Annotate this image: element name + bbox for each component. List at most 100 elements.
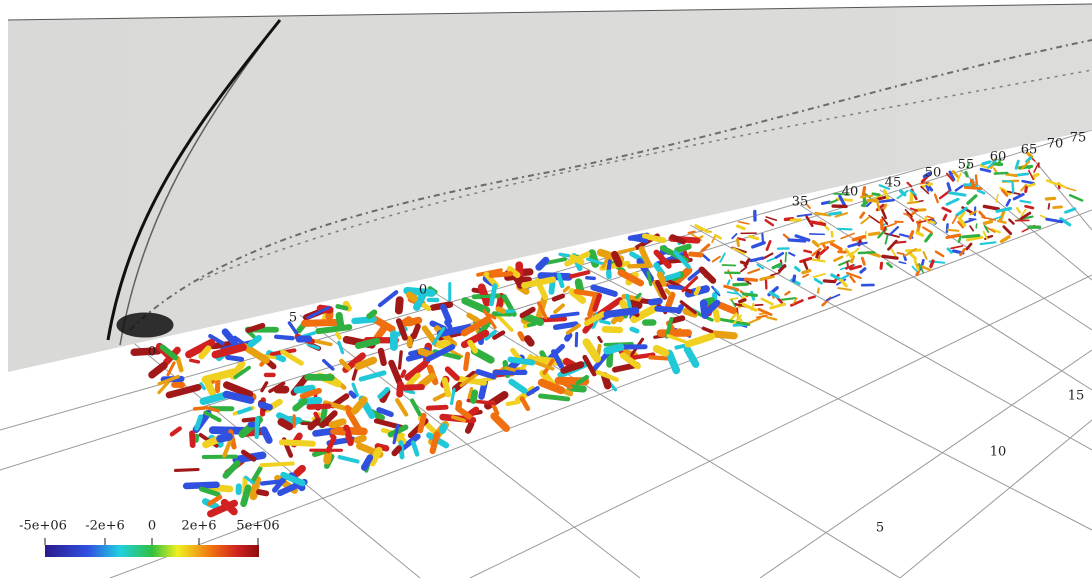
vortex	[669, 315, 686, 324]
vortex	[583, 311, 606, 327]
vortex	[348, 390, 357, 399]
vortex	[837, 250, 847, 254]
vortex	[911, 265, 918, 272]
vortex	[999, 186, 1012, 196]
vortex	[744, 277, 759, 282]
vortex	[617, 247, 637, 254]
vortex	[507, 356, 536, 366]
vortex	[306, 342, 320, 350]
vortex	[1027, 169, 1035, 181]
vortex	[311, 448, 328, 458]
vortex	[719, 252, 726, 263]
vortex	[175, 355, 184, 373]
vortex	[574, 278, 585, 295]
vortex	[1045, 217, 1064, 224]
vortex	[794, 234, 811, 242]
vortex	[475, 369, 497, 380]
far-tick: 35	[792, 195, 809, 210]
vortex	[582, 321, 594, 334]
vortex	[740, 266, 748, 273]
vortex	[1044, 196, 1057, 201]
vortex	[969, 178, 976, 188]
vortex	[425, 404, 449, 411]
vortex	[292, 398, 308, 412]
vortex	[844, 248, 854, 259]
vortex	[951, 214, 958, 225]
vortex	[440, 303, 453, 324]
vortex	[521, 312, 545, 327]
vortex	[374, 443, 390, 452]
vortex	[582, 338, 602, 363]
vortex	[1014, 159, 1020, 170]
vortex	[1024, 185, 1028, 194]
vortex	[732, 247, 746, 255]
vortex	[662, 272, 681, 282]
vortex	[233, 365, 251, 380]
vortex	[350, 396, 368, 415]
vortex	[693, 285, 701, 296]
vortex	[857, 241, 868, 246]
vortex	[906, 201, 920, 205]
vortex	[875, 199, 881, 212]
vortex	[1001, 189, 1009, 197]
vortex	[157, 379, 172, 395]
vortex	[860, 201, 869, 207]
vortex	[455, 405, 473, 420]
vortex	[260, 381, 269, 393]
vortex	[701, 253, 711, 262]
vortex	[395, 318, 408, 341]
vortex	[490, 412, 511, 433]
vortex	[325, 435, 337, 454]
colorbar-label: 2e+6	[181, 519, 216, 534]
vortex	[306, 403, 332, 410]
vortex	[757, 307, 773, 317]
vortex	[887, 239, 898, 251]
vortex	[748, 234, 760, 241]
vortex	[904, 208, 913, 218]
vortex	[865, 201, 872, 208]
vortex	[890, 247, 898, 259]
vortex	[880, 208, 887, 220]
vortex	[411, 323, 421, 340]
vortex	[1033, 163, 1039, 173]
vortex	[896, 251, 905, 256]
vortex	[879, 261, 884, 270]
vortex	[956, 172, 962, 183]
vortex	[861, 186, 867, 199]
vortex	[351, 316, 377, 325]
vortex	[157, 374, 180, 386]
vortex	[566, 384, 587, 393]
vortex	[966, 235, 984, 242]
vortex	[335, 331, 342, 340]
vortex	[627, 299, 643, 310]
far-tick: 50	[925, 166, 942, 181]
vortex	[259, 461, 295, 468]
vortex	[635, 292, 642, 299]
vortex	[1011, 182, 1015, 194]
vortex	[599, 260, 631, 271]
vortex	[802, 259, 809, 270]
vortex	[463, 351, 471, 372]
vortex	[833, 255, 844, 262]
vortex	[834, 212, 849, 218]
colorbar: -5e+06 -2e+6 0 2e+6 5e+06	[19, 519, 280, 557]
vortex	[439, 423, 448, 434]
vortex	[812, 272, 827, 278]
vortex	[410, 398, 424, 420]
vortex	[653, 249, 672, 269]
vortex	[441, 377, 452, 398]
vortex	[736, 224, 746, 231]
vortex	[803, 249, 813, 254]
vortex	[816, 287, 820, 294]
vortex	[778, 264, 787, 273]
vortex	[388, 359, 403, 385]
vortex	[210, 340, 234, 350]
vortex	[647, 297, 663, 306]
vortex	[391, 445, 402, 457]
vortex	[979, 167, 992, 173]
vortex	[564, 332, 573, 342]
vortex	[787, 238, 807, 243]
vortex	[166, 361, 176, 377]
vortex	[287, 321, 299, 335]
vortex	[656, 271, 666, 283]
